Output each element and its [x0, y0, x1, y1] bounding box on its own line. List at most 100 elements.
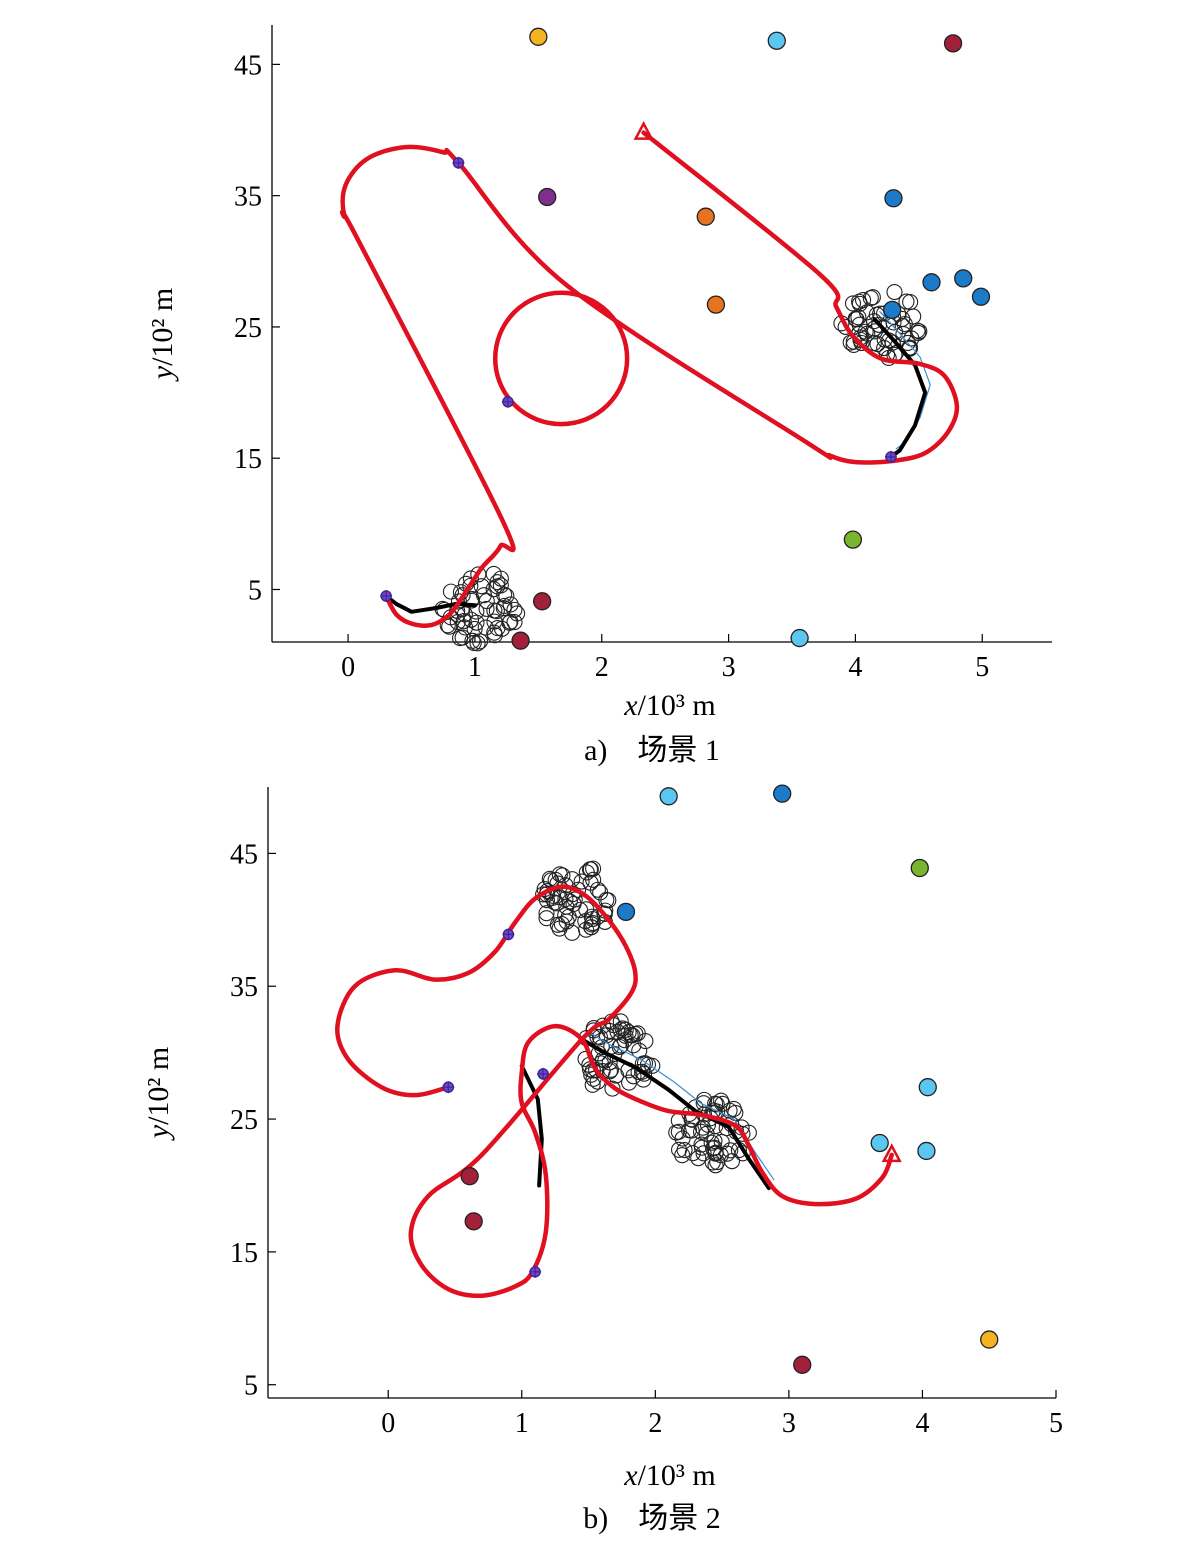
cluster-circle [894, 310, 911, 327]
cluster-circle [847, 310, 864, 327]
target-point [511, 631, 530, 650]
cluster-circle [441, 618, 458, 635]
target-point [529, 27, 548, 46]
target-point [922, 273, 941, 292]
x-axis-title: x/10³ m [623, 1459, 716, 1492]
y-tick-label: 15 [234, 444, 262, 475]
cluster-circle [866, 323, 883, 340]
y-tick-label: 5 [248, 575, 262, 606]
cluster-circle [612, 1013, 629, 1030]
cluster-circle [670, 1141, 688, 1158]
y-tick-label: 45 [230, 839, 258, 870]
cluster-circle [585, 871, 602, 888]
target-point [767, 31, 786, 50]
x-tick-label: 4 [848, 652, 862, 683]
waypoint-marker [537, 1067, 550, 1080]
cluster-circle [462, 577, 479, 595]
y-axis-title: y/10² m [142, 1047, 175, 1142]
waypoint-marker [501, 395, 514, 408]
x-tick-label: 0 [341, 652, 355, 683]
cluster-circle [695, 1145, 712, 1162]
start-marker [633, 120, 654, 140]
red-loop [492, 290, 630, 427]
cluster-circle [680, 1122, 698, 1139]
cluster-circle [535, 886, 552, 903]
cluster-circle [668, 1124, 685, 1141]
cluster-circle [902, 294, 919, 311]
cluster-circle [707, 1095, 724, 1112]
cluster-circle [466, 620, 483, 637]
panel-caption: b) 场景 2 [583, 1502, 721, 1535]
black-trajectory [872, 317, 928, 459]
x-tick-label: 3 [722, 652, 736, 683]
target-point [884, 189, 903, 208]
target-point [773, 784, 792, 803]
cluster-circle [616, 1032, 633, 1049]
target-point [883, 300, 902, 320]
target-point [706, 295, 726, 314]
x-tick-label: 5 [975, 652, 989, 683]
cluster-circle [498, 587, 515, 604]
cluster-circle [894, 318, 911, 335]
target-point [532, 592, 552, 611]
cluster-circle [633, 1063, 651, 1080]
target-point [538, 187, 557, 207]
cluster-circle [501, 614, 518, 631]
target-point [460, 1167, 479, 1186]
target-point [943, 34, 963, 53]
cluster-circle [604, 1080, 621, 1097]
cluster-circle [502, 613, 519, 630]
black-trajectory [579, 1037, 771, 1191]
target-point [917, 1141, 936, 1161]
x-axis-title: x/10³ m [623, 689, 716, 722]
waypoint-marker [380, 590, 393, 603]
cluster-circle [584, 1076, 601, 1093]
y-tick-label: 35 [234, 182, 262, 213]
cluster-circle [489, 574, 506, 591]
y-tick-label: 25 [230, 1105, 258, 1136]
cluster-circle [473, 578, 490, 595]
cluster-circle [486, 624, 503, 641]
cluster-circle [898, 293, 915, 310]
target-point [980, 1330, 999, 1349]
y-tick-label: 35 [230, 972, 258, 1003]
cluster-circle [855, 292, 872, 309]
cluster-circle [601, 1063, 618, 1080]
x-tick-label: 0 [381, 1408, 395, 1439]
cluster-circle [676, 1141, 693, 1159]
cluster-circle [629, 1025, 646, 1042]
cluster-circle [539, 882, 556, 900]
cluster-circle [911, 323, 928, 340]
cluster-circle [850, 309, 867, 326]
cluster-circle [725, 1100, 742, 1117]
cluster-circle [837, 318, 854, 335]
sample-cluster [434, 565, 526, 652]
cluster-circle [862, 290, 879, 307]
cluster-circle [541, 870, 558, 887]
target-point [971, 287, 991, 306]
cluster-circle [468, 614, 485, 631]
x-tick-label: 2 [595, 652, 609, 683]
cluster-circle [617, 1027, 634, 1044]
target-point [616, 902, 636, 922]
target-point [910, 858, 929, 878]
cluster-circle [573, 873, 590, 890]
y-tick-label: 25 [234, 313, 262, 344]
sample-cluster [833, 283, 928, 366]
x-tick-label: 5 [1049, 1408, 1063, 1439]
cluster-circle [884, 334, 901, 351]
waypoint-marker [884, 450, 897, 463]
y-tick-label: 15 [230, 1238, 258, 1269]
cluster-circle [886, 283, 903, 301]
cluster-circle [578, 901, 595, 918]
waypoint-marker [442, 1081, 455, 1094]
cluster-circle [844, 295, 862, 312]
cluster-circle [564, 924, 581, 941]
red-trajectory [335, 884, 894, 1299]
cluster-circle [496, 586, 513, 603]
cluster-circle [557, 891, 574, 908]
cluster-circle [538, 905, 555, 922]
target-point [659, 787, 678, 806]
cluster-circle [442, 583, 460, 600]
